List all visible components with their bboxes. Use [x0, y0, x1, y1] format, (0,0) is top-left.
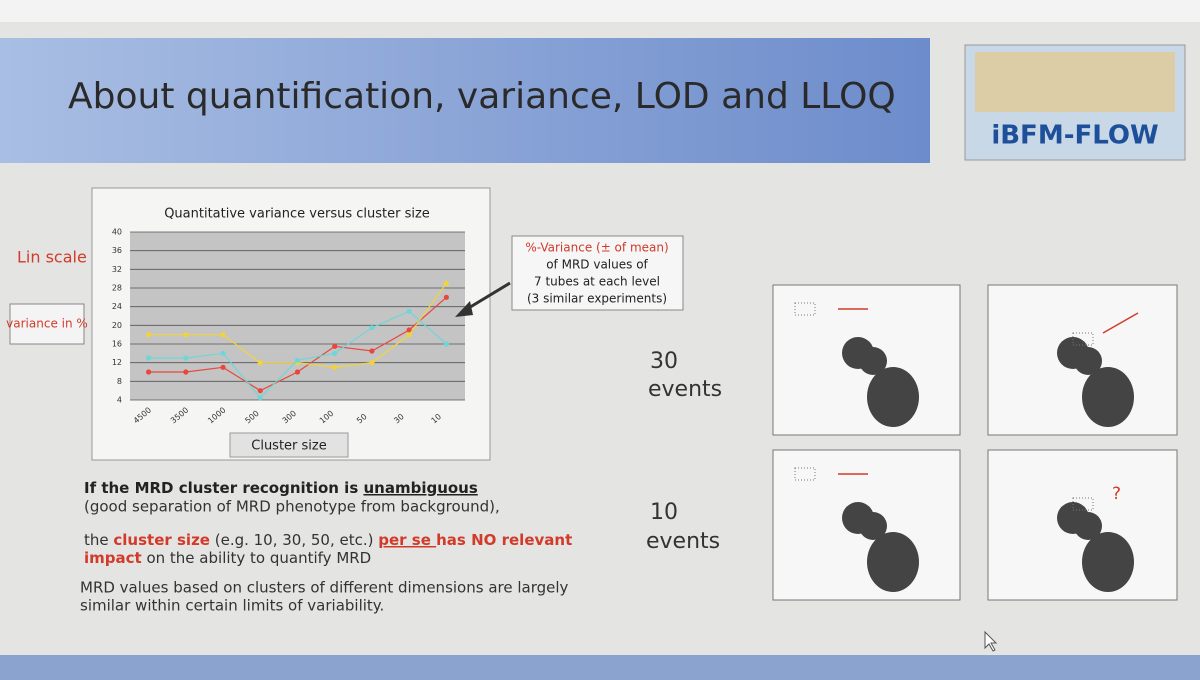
cluster-large: [1082, 532, 1134, 592]
data-point: [257, 388, 263, 394]
paragraph: impact on the ability to quantify MRD: [84, 549, 371, 567]
y-tick-label: 36: [112, 246, 122, 255]
text-run: the: [84, 531, 113, 549]
cluster-mid: [1074, 347, 1102, 375]
data-point: [146, 355, 152, 361]
arrow-head: [455, 301, 473, 317]
dot-cluster: [1072, 332, 1094, 346]
data-point: [406, 327, 412, 333]
data-point: [332, 350, 338, 356]
paragraph: MRD values based on clusters of differen…: [80, 579, 569, 597]
y-tick-label: 24: [112, 302, 122, 311]
events-count: 10: [650, 500, 678, 525]
data-point: [369, 325, 375, 331]
events-word: events: [646, 529, 720, 554]
cluster-panels: [772, 284, 1178, 601]
y-tick-label: 20: [112, 321, 122, 330]
callout-line: %-Variance (± of mean): [525, 241, 668, 255]
callout-box: [511, 235, 684, 311]
pointer-arrow: [1102, 312, 1139, 334]
callout-line: of MRD values of: [546, 258, 648, 272]
data-point: [369, 348, 375, 354]
cluster-large: [867, 367, 919, 427]
events-count: 30: [650, 349, 678, 374]
data-point: [220, 364, 226, 370]
data-point: [183, 355, 189, 361]
top-bar: [0, 0, 1200, 22]
data-point: [294, 357, 301, 363]
cluster-large: [867, 532, 919, 592]
slide-title: About quantification, variance, LOD and …: [68, 76, 896, 117]
data-point: [220, 332, 226, 338]
text-run: has NO relevant: [436, 531, 572, 549]
text-run: impact: [84, 549, 142, 567]
y-tick-label: 28: [112, 284, 122, 293]
data-point: [406, 308, 412, 314]
text-run: cluster size: [113, 531, 210, 549]
scale-label: Lin scale: [17, 248, 87, 267]
logo-text: iBFM-FLOW: [991, 121, 1158, 151]
data-point: [257, 360, 263, 366]
variance-label: variance in %: [6, 317, 88, 331]
cluster-mid: [859, 347, 887, 375]
callout-line: 7 tubes at each level: [534, 275, 660, 289]
header-band: [0, 38, 930, 163]
callout-line: (3 similar experiments): [527, 292, 667, 306]
cluster-mid: [859, 512, 887, 540]
text-run: on the ability to quantify MRD: [142, 549, 372, 567]
paragraph: similar within certain limits of variabi…: [80, 597, 384, 615]
mouse-cursor: [984, 630, 998, 652]
y-tick-label: 12: [112, 358, 122, 367]
question-mark: ?: [1112, 484, 1121, 504]
data-point: [369, 360, 375, 366]
chart-title: Quantitative variance versus cluster siz…: [164, 207, 430, 222]
data-point: [146, 332, 152, 338]
data-point: [294, 369, 301, 375]
dot-cluster: [1072, 497, 1094, 511]
paragraph: (good separation of MRD phenotype from b…: [84, 498, 500, 516]
y-tick-label: 4: [117, 396, 122, 405]
data-point: [183, 332, 189, 338]
paragraph: If the MRD cluster recognition is unambi…: [84, 479, 478, 497]
logo-map: [975, 52, 1175, 112]
data-point: [443, 341, 449, 347]
data-point: [220, 350, 226, 356]
footer-band: [0, 655, 1200, 680]
variance-box: [9, 303, 85, 345]
dot-cluster: [794, 467, 816, 481]
events-word: events: [648, 377, 722, 402]
cluster-mid: [1074, 512, 1102, 540]
paragraph: the cluster size (e.g. 10, 30, 50, etc.)…: [84, 531, 572, 549]
data-point: [443, 294, 449, 300]
y-tick-label: 32: [112, 265, 122, 274]
x-label-box: [229, 432, 349, 458]
data-point: [146, 369, 152, 375]
data-point: [332, 364, 338, 370]
y-tick-label: 16: [112, 340, 122, 349]
text-run: If the MRD cluster recognition is: [84, 479, 363, 497]
text-run: per se: [378, 531, 436, 549]
text-run: unambiguous: [363, 479, 477, 497]
data-point: [443, 280, 449, 286]
y-tick-label: 8: [117, 377, 122, 386]
dot-cluster: [794, 302, 816, 316]
data-point: [183, 369, 189, 375]
y-tick-label: 40: [112, 228, 122, 237]
text-run: (e.g. 10, 30, 50, etc.): [210, 531, 378, 549]
data-point: [257, 395, 263, 401]
data-point: [332, 343, 338, 349]
data-point: [406, 332, 412, 338]
cluster-large: [1082, 367, 1134, 427]
x-axis-label: Cluster size: [251, 439, 326, 454]
